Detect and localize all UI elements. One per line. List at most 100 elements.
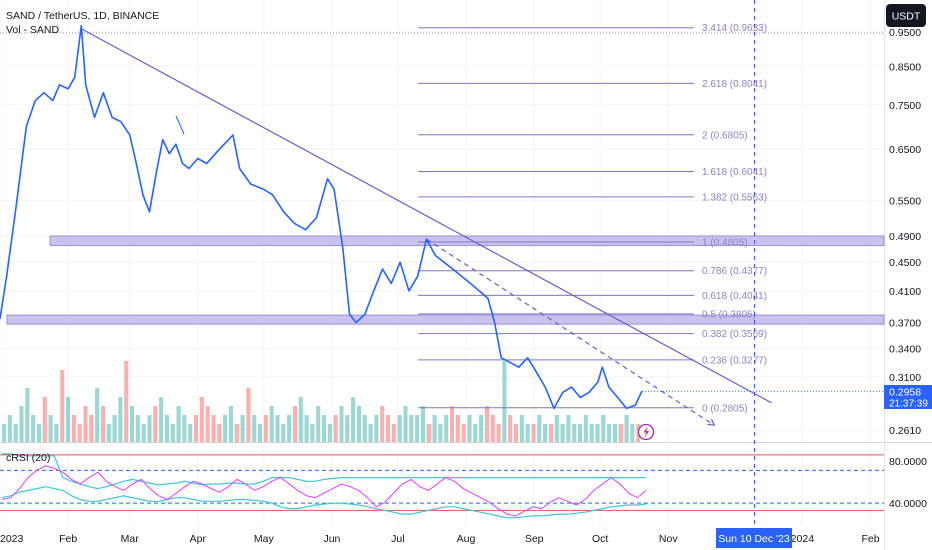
volume-bar xyxy=(502,361,507,442)
volume-bar xyxy=(141,424,146,442)
volume-bar xyxy=(415,415,420,442)
volume-bar xyxy=(7,415,12,442)
price-tick-label: 0.6500 xyxy=(889,144,921,156)
lightning-icon[interactable] xyxy=(637,423,655,441)
volume-bar xyxy=(572,424,577,442)
volume-bar xyxy=(2,424,7,442)
volume-bar xyxy=(182,415,187,442)
volume-bar xyxy=(240,415,245,442)
volume-bar xyxy=(281,424,286,442)
fib-level-label: 0.786 (0.4377) xyxy=(702,266,767,277)
fib-level-label: 0.236 (0.3277) xyxy=(702,355,767,366)
volume-bar xyxy=(287,415,292,442)
volume-bar xyxy=(194,415,199,442)
volume-bar xyxy=(48,415,53,442)
volume-bar xyxy=(583,415,588,442)
volume-bar xyxy=(164,415,169,442)
volume-bar xyxy=(66,397,71,442)
volume-bar xyxy=(386,415,391,442)
volume-bar xyxy=(368,424,373,442)
crsi-tick-label: 80.0000 xyxy=(889,456,927,468)
crsi-tick-label: 40.0000 xyxy=(889,498,927,510)
symbol-title: SAND / TetherUS, 1D, BINANCE xyxy=(6,10,159,22)
volume-bar xyxy=(106,424,111,442)
volume-bar xyxy=(409,415,414,442)
volume-bar xyxy=(461,424,466,442)
volume-bar xyxy=(566,415,571,442)
price-tick-label: 0.3100 xyxy=(889,372,921,384)
volume-bar xyxy=(322,415,327,442)
price-tick-label: 0.9500 xyxy=(889,27,921,39)
volume-bar xyxy=(176,406,181,442)
trendline xyxy=(81,28,772,404)
indicator-pane[interactable] xyxy=(0,443,884,525)
time-tick-label: 2023 xyxy=(0,533,24,545)
crsi-line xyxy=(1,465,647,517)
volume-bar xyxy=(188,424,193,442)
time-tick-label: Nov xyxy=(659,533,678,545)
volume-bar xyxy=(351,397,356,442)
time-tick-label: Apr xyxy=(190,533,207,545)
price-pane[interactable] xyxy=(0,0,884,442)
time-tick-label: Feb xyxy=(59,533,77,545)
price-tick-label: 0.4500 xyxy=(889,257,921,269)
volume-bar xyxy=(130,406,135,442)
price-axis: 0.9500 0.8500 0.7500 0.6500 0.5500 0.4900 0.45… xyxy=(889,27,921,437)
volume-bar xyxy=(420,406,425,442)
volume-bar xyxy=(554,415,559,442)
trendlines xyxy=(81,28,772,426)
volume-bar xyxy=(432,415,437,442)
volume-bar xyxy=(543,424,548,442)
time-axis: 2023 Feb Mar Apr May Jun Jul Aug Sep Oct Nov 2024 Fe… xyxy=(0,533,880,545)
volume-bar xyxy=(147,415,152,442)
fibonacci-extension: 3.414 (0.9633) 2.618 (0.8041) 2 (0.6805) 1.… xyxy=(418,23,767,414)
volume-bar xyxy=(211,415,216,442)
time-tick-label: Sep xyxy=(525,533,544,545)
volume-bar xyxy=(345,415,350,442)
volume-bar xyxy=(95,388,100,442)
volume-bar xyxy=(327,424,332,442)
currency-button[interactable]: USDT xyxy=(886,4,926,27)
time-marker-badge: Sun 10 Dec '23 xyxy=(716,528,792,548)
volume-bar xyxy=(397,415,402,442)
volume-bar xyxy=(89,415,94,442)
volume-bar xyxy=(316,406,321,442)
volume-bar xyxy=(595,424,600,442)
indicator-label: cRSI (20) xyxy=(6,452,50,464)
volume-bar xyxy=(199,397,204,442)
fib-level-label: 1 (0.4805) xyxy=(702,237,748,248)
volume-bar xyxy=(83,406,88,442)
volume-bar xyxy=(275,415,280,442)
volume-bar xyxy=(607,424,612,442)
volume-bar xyxy=(223,415,228,442)
volume-bar xyxy=(612,424,617,442)
time-tick-label: Jul xyxy=(391,533,404,545)
volume-bar xyxy=(624,415,629,442)
volume-bar xyxy=(537,415,542,442)
price-tick-label: 0.7500 xyxy=(889,100,921,112)
volume-bar xyxy=(473,424,478,442)
volume-bar xyxy=(304,415,309,442)
volume-bar xyxy=(13,424,18,442)
volume-bar xyxy=(42,397,47,442)
fib-level-label: 0.5 (0.3805) xyxy=(702,309,756,320)
volume-bar xyxy=(310,424,315,442)
volume-bar xyxy=(438,424,443,442)
trendline xyxy=(426,238,715,426)
volume-bar xyxy=(124,361,129,442)
currency-button-label: USDT xyxy=(892,11,921,23)
volume-bar xyxy=(548,424,553,442)
fib-level-label: 2 (0.6805) xyxy=(702,130,748,141)
bar-countdown: 21:37:39 xyxy=(889,399,928,410)
volume-bar xyxy=(560,424,565,442)
volume-bar xyxy=(519,415,524,442)
volume-bar xyxy=(339,406,344,442)
drawn-tick-line[interactable] xyxy=(175,115,185,135)
volume-bar xyxy=(269,406,274,442)
price-line xyxy=(0,24,643,410)
volume-bar xyxy=(263,415,268,442)
volume-bar xyxy=(356,406,361,442)
volume-bar xyxy=(455,415,460,442)
volume-bar xyxy=(484,406,489,442)
price-tick-label: 0.4100 xyxy=(889,286,921,298)
